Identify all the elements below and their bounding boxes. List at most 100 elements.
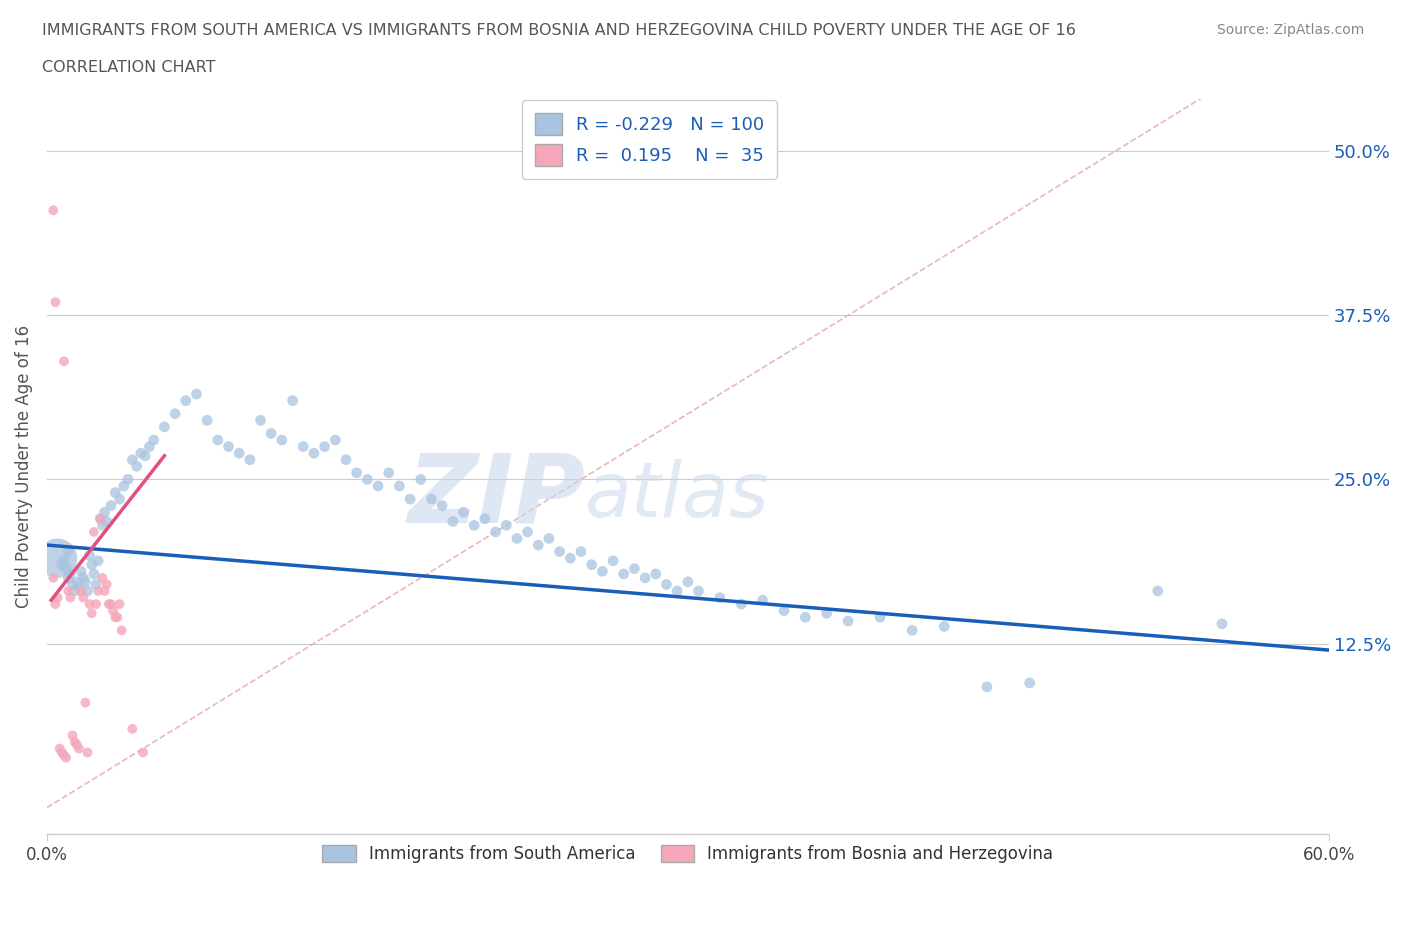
Point <box>67 579 90 594</box>
Point <box>117 472 139 486</box>
Point <box>228 445 250 460</box>
Point <box>75 575 97 590</box>
Point <box>377 465 399 480</box>
Point <box>420 492 443 507</box>
Legend: Immigrants from South America, Immigrants from Bosnia and Herzegovina: Immigrants from South America, Immigrant… <box>316 838 1060 870</box>
Point <box>100 498 122 513</box>
Point <box>655 577 678 591</box>
Point <box>453 505 475 520</box>
Point <box>101 604 124 618</box>
Point <box>62 577 84 591</box>
Point <box>70 564 93 578</box>
Point <box>83 525 105 539</box>
Point <box>55 751 77 765</box>
Point <box>76 745 98 760</box>
Point <box>207 432 229 447</box>
Point <box>153 419 176 434</box>
Point <box>58 583 80 598</box>
Point <box>53 748 76 763</box>
Point <box>100 597 122 612</box>
Point <box>1147 583 1170 598</box>
Point <box>129 445 152 460</box>
Point <box>48 741 70 756</box>
Point <box>901 623 924 638</box>
Text: CORRELATION CHART: CORRELATION CHART <box>42 60 215 75</box>
Point <box>125 458 148 473</box>
Point <box>270 432 292 447</box>
Point <box>794 610 817 625</box>
Point <box>96 577 118 591</box>
Point <box>104 485 127 500</box>
Point <box>63 735 86 750</box>
Point <box>430 498 453 513</box>
Point <box>55 561 77 576</box>
Point <box>87 583 110 598</box>
Point <box>195 413 218 428</box>
Point <box>1211 617 1233 631</box>
Point <box>218 439 240 454</box>
Point <box>44 295 66 310</box>
Text: atlas: atlas <box>585 458 769 533</box>
Point <box>548 544 571 559</box>
Point <box>709 591 731 605</box>
Point <box>42 570 65 585</box>
Point <box>121 452 143 467</box>
Point <box>399 492 422 507</box>
Point <box>76 583 98 598</box>
Point <box>591 564 613 578</box>
Point <box>634 570 657 585</box>
Point <box>70 583 93 598</box>
Point <box>484 525 506 539</box>
Point <box>121 722 143 737</box>
Point <box>51 557 73 572</box>
Point <box>976 680 998 695</box>
Point <box>239 452 262 467</box>
Point <box>388 479 411 494</box>
Point <box>66 575 89 590</box>
Point <box>281 393 304 408</box>
Point <box>409 472 432 486</box>
Point <box>260 426 283 441</box>
Point <box>72 570 94 585</box>
Point <box>59 591 82 605</box>
Point <box>89 512 111 526</box>
Point <box>569 544 592 559</box>
Point <box>96 514 118 529</box>
Point <box>51 745 73 760</box>
Point <box>367 479 389 494</box>
Point <box>837 614 859 629</box>
Point <box>112 479 135 494</box>
Point <box>79 597 101 612</box>
Point <box>105 610 128 625</box>
Point <box>506 531 529 546</box>
Point <box>58 544 80 559</box>
Point <box>527 538 550 552</box>
Point <box>1018 675 1040 690</box>
Point <box>83 566 105 581</box>
Point <box>314 439 336 454</box>
Point <box>62 728 84 743</box>
Point <box>302 445 325 460</box>
Point <box>138 439 160 454</box>
Point <box>688 583 710 598</box>
Point <box>42 203 65 218</box>
Point <box>613 566 636 581</box>
Point <box>751 592 773 607</box>
Point <box>934 619 956 634</box>
Point <box>46 591 69 605</box>
Point <box>91 570 114 585</box>
Point <box>134 448 156 463</box>
Point <box>80 557 103 572</box>
Point <box>111 623 134 638</box>
Point <box>537 531 560 546</box>
Point <box>815 605 838 620</box>
Point <box>72 591 94 605</box>
Point <box>335 452 357 467</box>
Point <box>53 353 76 368</box>
Point <box>495 518 517 533</box>
Point <box>773 604 796 618</box>
Point <box>323 432 346 447</box>
Point <box>165 406 187 421</box>
Text: ZIP: ZIP <box>408 449 585 542</box>
Point <box>676 575 699 590</box>
